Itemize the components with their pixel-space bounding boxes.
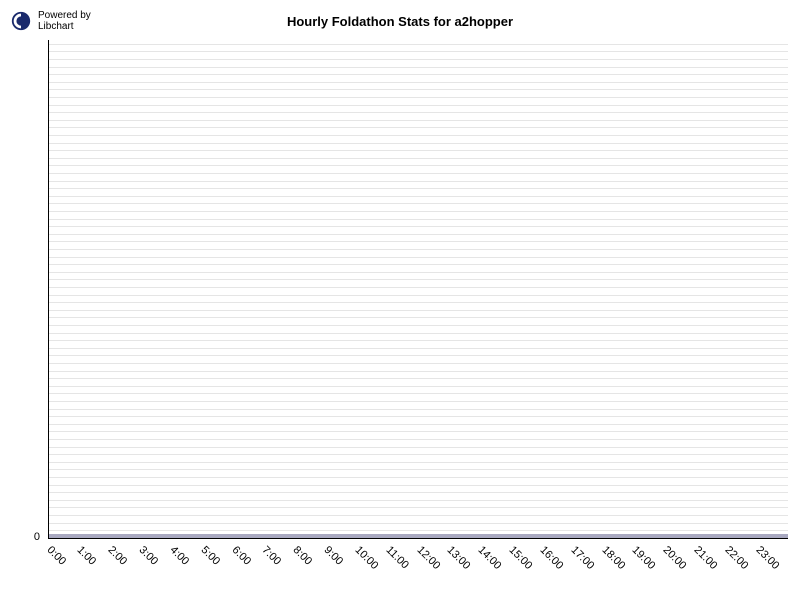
x-tick-label: 22:00 xyxy=(722,544,750,572)
x-tick-label: 8:00 xyxy=(291,544,315,568)
gridline xyxy=(48,386,788,387)
x-tick-label: 5:00 xyxy=(198,544,222,568)
gridline xyxy=(48,454,788,455)
gridline xyxy=(48,348,788,349)
x-tick-label: 10:00 xyxy=(352,544,380,572)
gridline xyxy=(48,485,788,486)
gridline xyxy=(48,59,788,60)
gridline xyxy=(48,515,788,516)
gridline xyxy=(48,355,788,356)
gridline xyxy=(48,150,788,151)
gridline xyxy=(48,295,788,296)
x-tick-label: 1:00 xyxy=(75,544,99,568)
gridline xyxy=(48,424,788,425)
gridline xyxy=(48,211,788,212)
gridline xyxy=(48,241,788,242)
x-tick-label: 15:00 xyxy=(507,544,535,572)
x-tick-label: 14:00 xyxy=(476,544,504,572)
gridline xyxy=(48,188,788,189)
gridline xyxy=(48,431,788,432)
gridline xyxy=(48,340,788,341)
x-tick-label: 13:00 xyxy=(445,544,473,572)
x-tick-label: 7:00 xyxy=(260,544,284,568)
x-tick-label: 4:00 xyxy=(167,544,191,568)
chart-title: Hourly Foldathon Stats for a2hopper xyxy=(0,14,800,29)
gridline xyxy=(48,393,788,394)
gridline xyxy=(48,257,788,258)
gridline xyxy=(48,112,788,113)
x-tick-label: 12:00 xyxy=(414,544,442,572)
gridline xyxy=(48,469,788,470)
gridline xyxy=(48,409,788,410)
gridline xyxy=(48,181,788,182)
gridline xyxy=(48,143,788,144)
x-tick-label: 20:00 xyxy=(661,544,689,572)
gridline xyxy=(48,507,788,508)
gridline xyxy=(48,530,788,531)
axis-border-bottom xyxy=(48,538,788,539)
gridline xyxy=(48,82,788,83)
gridline xyxy=(48,264,788,265)
x-tick-label: 16:00 xyxy=(537,544,565,572)
gridline xyxy=(48,500,788,501)
gridline xyxy=(48,51,788,52)
gridline xyxy=(48,439,788,440)
gridline xyxy=(48,226,788,227)
y-tick-label: 0 xyxy=(0,531,40,543)
gridline xyxy=(48,165,788,166)
gridline xyxy=(48,272,788,273)
x-tick-label: 3:00 xyxy=(137,544,161,568)
gridline xyxy=(48,378,788,379)
gridline xyxy=(48,447,788,448)
gridline xyxy=(48,302,788,303)
gridline xyxy=(48,317,788,318)
gridline xyxy=(48,462,788,463)
gridline xyxy=(48,135,788,136)
gridline xyxy=(48,196,788,197)
gridline xyxy=(48,310,788,311)
gridline xyxy=(48,219,788,220)
gridline xyxy=(48,333,788,334)
gridline xyxy=(48,105,788,106)
x-tick-label: 23:00 xyxy=(753,544,781,572)
gridline xyxy=(48,127,788,128)
x-tick-label: 0:00 xyxy=(44,544,68,568)
x-tick-label: 2:00 xyxy=(106,544,130,568)
axis-border-left xyxy=(48,40,49,538)
gridline xyxy=(48,401,788,402)
gridline xyxy=(48,416,788,417)
gridline xyxy=(48,67,788,68)
gridline xyxy=(48,287,788,288)
gridline xyxy=(48,523,788,524)
gridline xyxy=(48,74,788,75)
gridline xyxy=(48,158,788,159)
gridline xyxy=(48,89,788,90)
gridline xyxy=(48,234,788,235)
x-tick-label: 11:00 xyxy=(383,544,410,571)
gridline xyxy=(48,173,788,174)
gridline xyxy=(48,363,788,364)
gridline xyxy=(48,97,788,98)
gridline xyxy=(48,120,788,121)
gridline xyxy=(48,477,788,478)
gridline xyxy=(48,249,788,250)
x-tick-label: 6:00 xyxy=(229,544,253,568)
gridline xyxy=(48,279,788,280)
gridline xyxy=(48,371,788,372)
chart-container: Powered by Libchart Hourly Foldathon Sta… xyxy=(0,0,800,600)
x-tick-label: 21:00 xyxy=(692,544,720,572)
gridline xyxy=(48,44,788,45)
x-tick-label: 19:00 xyxy=(630,544,658,572)
x-tick-label: 9:00 xyxy=(322,544,346,568)
x-tick-label: 17:00 xyxy=(568,544,596,572)
plot-area xyxy=(48,40,788,538)
gridline xyxy=(48,492,788,493)
gridline xyxy=(48,203,788,204)
x-tick-label: 18:00 xyxy=(599,544,627,572)
gridline xyxy=(48,325,788,326)
